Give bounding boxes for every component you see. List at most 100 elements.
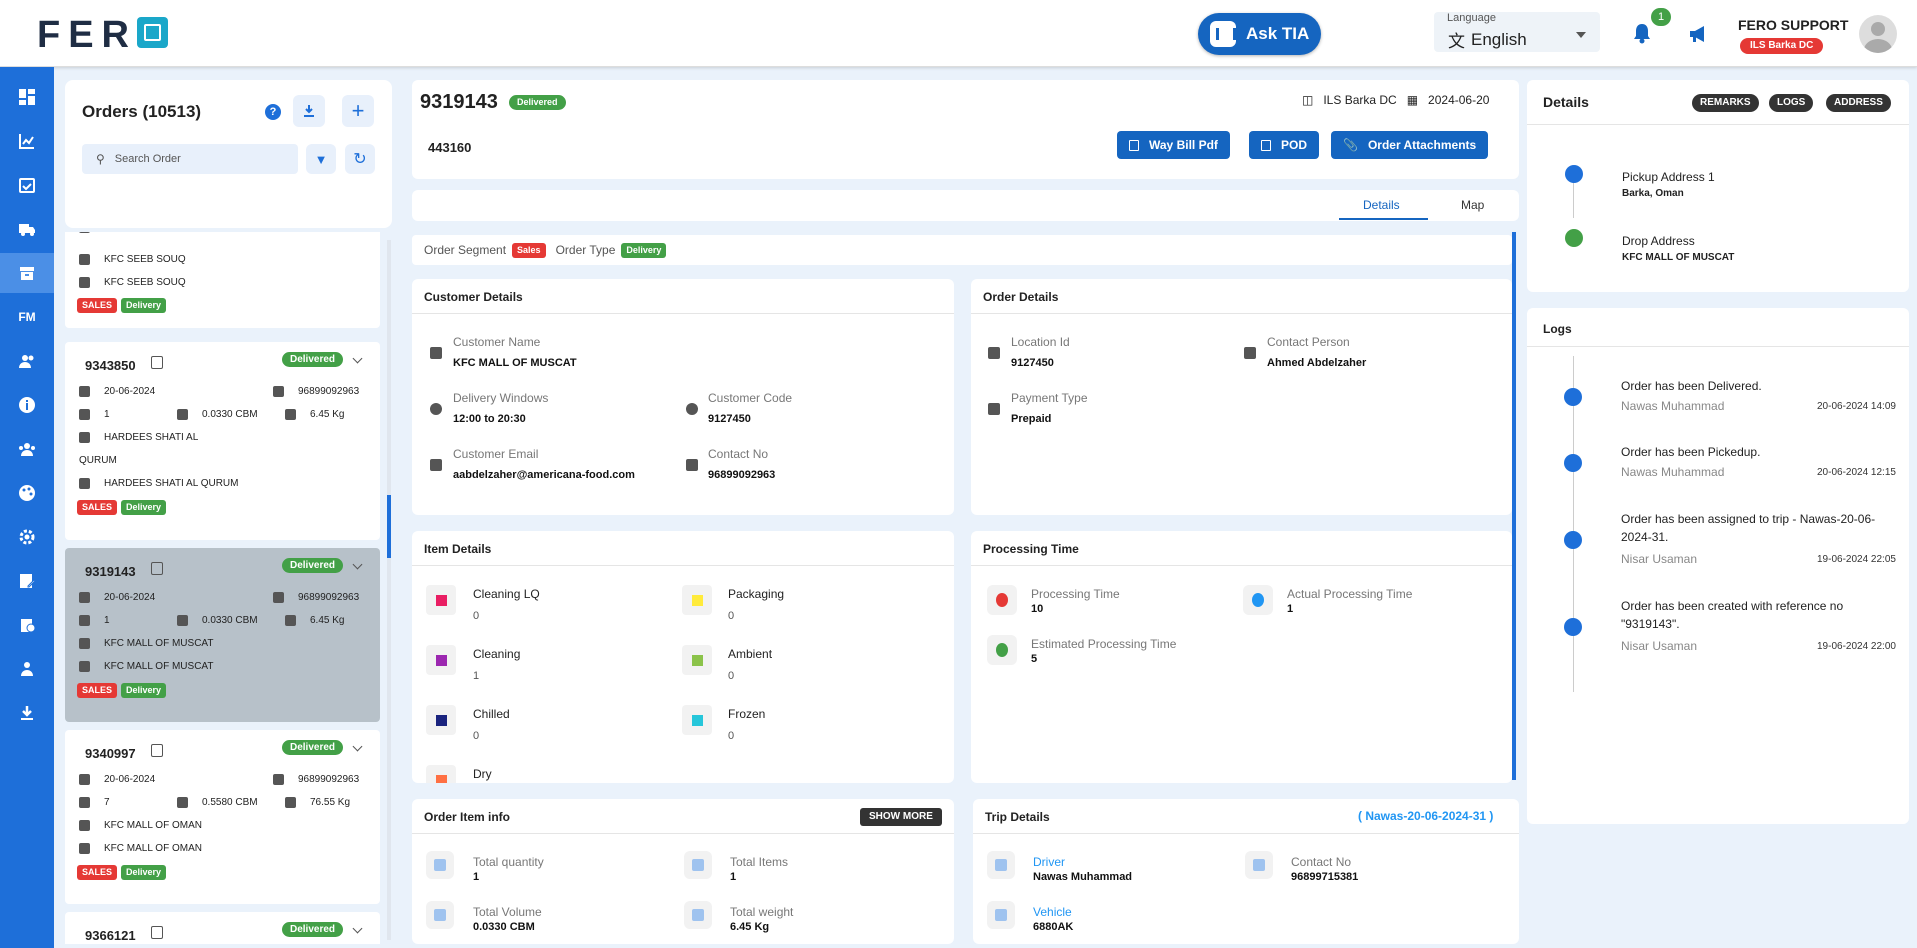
- chevron-down-icon[interactable]: [352, 559, 363, 570]
- orders-icon[interactable]: [0, 253, 54, 293]
- total-quantity: 1: [473, 871, 480, 883]
- megaphone-icon[interactable]: [1688, 24, 1710, 44]
- chevron-down-icon[interactable]: [352, 741, 363, 752]
- stopwatch-icon: [1243, 585, 1273, 615]
- fero-logo[interactable]: FER: [37, 14, 168, 57]
- order-attachments-button[interactable]: 📎 Order Attachments: [1331, 131, 1489, 159]
- waybill-pdf-button[interactable]: Way Bill Pdf: [1117, 131, 1230, 159]
- card-address: KFC MALL OF OMAN: [104, 843, 202, 854]
- truck-icon[interactable]: [0, 209, 54, 249]
- clipboard-icon[interactable]: [0, 605, 54, 645]
- order-card[interactable]: 2 KFC SEEB SOUQ KFC SEEB SOUQ SALESDeliv…: [65, 232, 380, 328]
- driver-field: Driver Nawas Muhammad: [1033, 855, 1132, 883]
- calendar-icon[interactable]: [0, 165, 54, 205]
- processing-time-title: Processing Time: [983, 542, 1079, 556]
- avatar[interactable]: [1859, 15, 1897, 53]
- box-icon: [684, 851, 712, 879]
- tab-map[interactable]: Map: [1461, 198, 1485, 212]
- card-address: KFC MALL OF MUSCAT: [104, 661, 214, 672]
- customer-code-field: Customer Code 9127450: [708, 391, 792, 425]
- copy-icon[interactable]: [151, 926, 163, 939]
- divider: [971, 313, 1512, 314]
- bell-icon[interactable]: [1632, 22, 1652, 44]
- users-icon[interactable]: [0, 341, 54, 381]
- calendar-icon: ▦: [1406, 93, 1419, 107]
- copy-icon[interactable]: [151, 356, 163, 369]
- fm-menu-item[interactable]: FM: [0, 297, 54, 337]
- card-tags: SALES Delivery: [77, 865, 170, 880]
- chevron-down-icon[interactable]: [352, 353, 363, 364]
- order-card[interactable]: 9366121 Delivered: [65, 912, 380, 944]
- payment-type-label: Payment Type: [1011, 391, 1088, 405]
- add-order-button[interactable]: +: [342, 95, 374, 127]
- customer-name: KFC MALL OF MUSCAT: [453, 357, 577, 369]
- language-select[interactable]: Language 文 English: [1434, 12, 1600, 52]
- processing-time-panel: Processing Time Processing Time 10 Actual…: [971, 531, 1512, 783]
- item-value: 0: [728, 670, 735, 682]
- show-more-button[interactable]: SHOW MORE: [860, 808, 942, 826]
- chart-icon[interactable]: [0, 121, 54, 161]
- card-volume: 0.0330 CBM: [202, 615, 258, 626]
- item-value: 1: [473, 670, 480, 682]
- card-customer-row: KFC SEEB SOUQ: [79, 254, 186, 265]
- info-icon[interactable]: [0, 385, 54, 425]
- scrollbar-thumb[interactable]: [387, 495, 391, 558]
- refresh-icon: ↻: [353, 151, 367, 168]
- chevron-down-icon[interactable]: [352, 923, 363, 934]
- logs-chip[interactable]: LOGS: [1769, 94, 1814, 112]
- card-customer-row: KFC MALL OF OMAN: [79, 820, 202, 831]
- copy-icon[interactable]: [151, 744, 163, 757]
- actual-processing-time-field: Actual Processing Time 1: [1287, 587, 1412, 615]
- trip-id-link[interactable]: ( Nawas-20-06-2024-31 ): [1358, 809, 1494, 823]
- order-details-title: Order Details: [983, 290, 1059, 304]
- help-icon[interactable]: ?: [265, 104, 281, 120]
- card-qty: 1: [104, 409, 110, 420]
- delivery-tag: Delivery: [121, 500, 167, 515]
- download-button[interactable]: [293, 95, 325, 127]
- person-icon[interactable]: [0, 649, 54, 689]
- dashboard-icon[interactable]: [0, 77, 54, 117]
- download-icon[interactable]: [0, 693, 54, 733]
- content-scrollbar[interactable]: [1512, 232, 1516, 780]
- remarks-chip[interactable]: REMARKS: [1692, 94, 1759, 112]
- sales-tag: SALES: [77, 298, 118, 313]
- refresh-button[interactable]: ↻: [345, 144, 375, 174]
- ask-tia-button[interactable]: Ask TIA: [1198, 13, 1321, 55]
- card-qty: 1: [104, 615, 110, 626]
- user-name: FERO SUPPORT: [1738, 17, 1849, 33]
- order-date: 2024-06-20: [1428, 93, 1490, 107]
- total-quantity-label: Total quantity: [473, 855, 544, 869]
- card-customer-row: HARDEES SHATI AL: [79, 432, 198, 443]
- edit-icon[interactable]: [0, 561, 54, 601]
- card-phone-row: 96899092963: [273, 774, 359, 785]
- copy-icon[interactable]: [151, 562, 163, 575]
- pod-button[interactable]: POD: [1249, 131, 1320, 159]
- trip-details-panel: Trip Details ( Nawas-20-06-2024-31 ) Dri…: [973, 799, 1519, 944]
- details-panel: Details REMARKS LOGS ADDRESS Pickup Addr…: [1527, 80, 1909, 292]
- status-badge: Delivered: [282, 558, 344, 573]
- address-chip[interactable]: ADDRESS: [1826, 94, 1891, 112]
- pickup-dot: [1565, 165, 1583, 183]
- contact-person: Ahmed Abdelzaher: [1267, 357, 1367, 369]
- ask-tia-label: Ask TIA: [1246, 24, 1310, 43]
- drop-label: Drop Address: [1622, 234, 1695, 248]
- card-address: HARDEES SHATI AL QURUM: [104, 478, 239, 489]
- card-date: 20-06-2024: [104, 592, 156, 603]
- box-icon: [79, 797, 90, 808]
- order-card[interactable]: 9340997 Delivered 20-06-2024 96899092963…: [65, 730, 380, 904]
- scrollbar-track[interactable]: [387, 240, 391, 940]
- driver-label: Driver: [1033, 855, 1065, 869]
- order-list[interactable]: 2 KFC SEEB SOUQ KFC SEEB SOUQ SALESDeliv…: [65, 232, 380, 944]
- card-qty-row: 2: [79, 232, 110, 233]
- palette-icon[interactable]: [0, 473, 54, 513]
- order-card-selected[interactable]: 9319143 Delivered 20-06-2024 96899092963…: [65, 548, 380, 722]
- order-card[interactable]: 9343850 Delivered 20-06-2024 96899092963…: [65, 342, 380, 540]
- search-input[interactable]: ⚲ Search Order: [82, 144, 298, 174]
- tab-details[interactable]: Details: [1363, 198, 1400, 212]
- language-value-row: 文 English: [1448, 27, 1527, 52]
- filter-button[interactable]: ▼: [306, 144, 336, 174]
- card-weight-row: 76.55 Kg: [285, 797, 350, 808]
- customer-name-label: Customer Name: [453, 335, 541, 349]
- settings-icon[interactable]: [0, 517, 54, 557]
- group-icon[interactable]: [0, 429, 54, 469]
